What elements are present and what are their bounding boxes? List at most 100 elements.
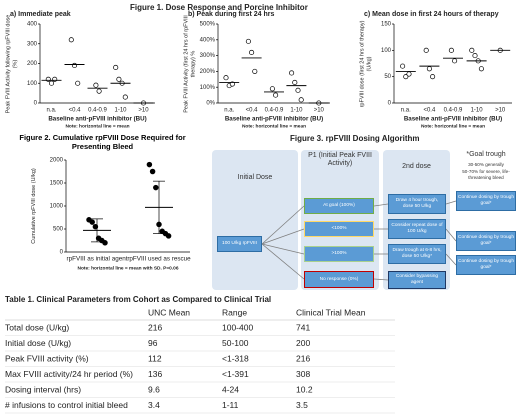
point <box>116 76 122 82</box>
column-header: Initial Dose <box>237 174 273 181</box>
chart-note: Note: horizontal line = mean <box>65 123 129 129</box>
x-tick-label: n.a. <box>224 108 234 114</box>
y-tick-label: 400% <box>200 37 216 43</box>
x-tick-label: <0.4 <box>423 108 436 114</box>
y-tick-label: 400 <box>27 22 38 28</box>
flow-box: No response (0%) <box>304 271 374 288</box>
point <box>92 223 99 230</box>
point <box>423 47 429 53</box>
point <box>122 94 128 100</box>
table-cell: Total dose (U/kg) <box>5 322 69 332</box>
flow-box: Consider bypassing agent <box>388 271 446 289</box>
arrow <box>261 228 305 245</box>
table-cell: 741 <box>296 322 310 332</box>
point <box>48 80 55 86</box>
table-header: Range <box>222 307 247 317</box>
table-cell: 1-11 <box>222 400 239 410</box>
x-tick-label: <0.4 <box>246 108 259 114</box>
table-cell: 9.6 <box>148 384 160 394</box>
y-tick-label: 1500 <box>50 181 64 187</box>
y-tick-label: 0 <box>60 250 64 256</box>
flow-box: Consider repeat dose of 100 U/kg <box>388 219 446 239</box>
table-cell: 216 <box>296 353 310 363</box>
flow-box: <100% <box>304 221 374 237</box>
point <box>146 161 153 168</box>
chart-title: Figure 2. Cumulative rpFVIII Dose Requir… <box>19 133 186 151</box>
x-tick-label: 0.4-0.9 <box>88 108 107 114</box>
point <box>89 219 95 225</box>
flow-box: At goal (100%) <box>304 198 374 214</box>
x-tick-label: >10 <box>495 108 506 114</box>
point <box>52 76 58 82</box>
y-tick-label: 200 <box>27 61 38 67</box>
chart-title: a) Immediate peak <box>10 11 71 18</box>
x-tick-label: n.a. <box>46 108 56 114</box>
point <box>400 63 406 69</box>
table-cell: 96 <box>148 338 158 348</box>
y-tick-label: 2000 <box>50 158 64 164</box>
point <box>252 68 258 74</box>
y-tick-label: 200% <box>200 69 216 75</box>
point <box>245 38 251 44</box>
y-tick-label: 0% <box>206 101 215 107</box>
chart-note: Note: horizontal line = mean with SD. P=… <box>77 265 178 271</box>
y-axis-label: Peak FVIII Activity (first 24 hrs of rpF… <box>183 14 196 113</box>
arrow <box>261 243 305 280</box>
x-axis-label: Baseline anti-pFVIII inhibitor (BU) <box>404 116 502 123</box>
chart-note: Note: horizontal line = mean <box>242 123 306 129</box>
point <box>469 47 475 53</box>
arrow <box>373 203 389 207</box>
point <box>273 92 279 98</box>
point <box>406 71 412 77</box>
x-tick-label: 1-10 <box>471 108 484 114</box>
flow-box: Continue dosing by trough goal* <box>456 231 516 251</box>
y-tick-label: 50 <box>384 74 391 80</box>
chart-title: c) Mean dose in first 24 hours of therap… <box>364 11 499 18</box>
arrow <box>445 200 457 205</box>
y-tick-label: 300% <box>200 53 216 59</box>
y-tick-label: 300 <box>27 41 38 47</box>
y-tick-label: 150 <box>381 22 392 28</box>
point <box>295 87 301 93</box>
table-cell: 136 <box>148 369 162 379</box>
point <box>478 66 484 72</box>
point <box>298 97 304 103</box>
x-tick-label: 0.4-0.9 <box>444 108 463 114</box>
table-header: Clinical Trial Mean <box>296 307 366 317</box>
x-tick-label: 0.4-0.9 <box>265 108 284 114</box>
point <box>403 74 409 80</box>
table-cell: 100-400 <box>222 322 253 332</box>
x-tick-label: rpFVIII used as rescue <box>127 256 191 263</box>
arrow <box>445 228 457 242</box>
arrow <box>261 243 305 255</box>
column-header: *Goal trough <box>466 151 506 158</box>
chart-title: b) Peak during first 24 hrs <box>188 11 274 18</box>
table-cell: 3.4 <box>148 400 160 410</box>
point <box>223 75 229 81</box>
point <box>149 168 156 175</box>
table-cell: 50-100 <box>222 338 249 348</box>
arrow <box>261 205 305 245</box>
point <box>102 240 108 246</box>
column-header: 2nd dose <box>402 163 431 170</box>
x-tick-label: >10 <box>138 108 149 114</box>
y-tick-label: 500 <box>53 227 64 233</box>
flow-box: >100% <box>304 246 374 262</box>
table-cell: 4-24 <box>222 384 239 394</box>
x-tick-label: <0.4 <box>69 108 82 114</box>
point <box>452 58 458 64</box>
point <box>93 82 99 88</box>
y-tick-label: 100% <box>200 85 216 91</box>
table-header: UNC Mean <box>148 307 190 317</box>
flow-box: Continue dosing by trough goal* <box>456 255 516 275</box>
table-cell: 200 <box>296 338 310 348</box>
table-cell: Peak FVIII activity (%) <box>5 353 89 363</box>
table-cell: 216 <box>148 322 162 332</box>
table-cell: 112 <box>148 353 162 363</box>
point <box>249 49 255 55</box>
arrow <box>373 278 389 281</box>
y-tick-label: 500% <box>200 22 216 28</box>
table-cell: Dosing interval (hrs) <box>5 384 81 394</box>
